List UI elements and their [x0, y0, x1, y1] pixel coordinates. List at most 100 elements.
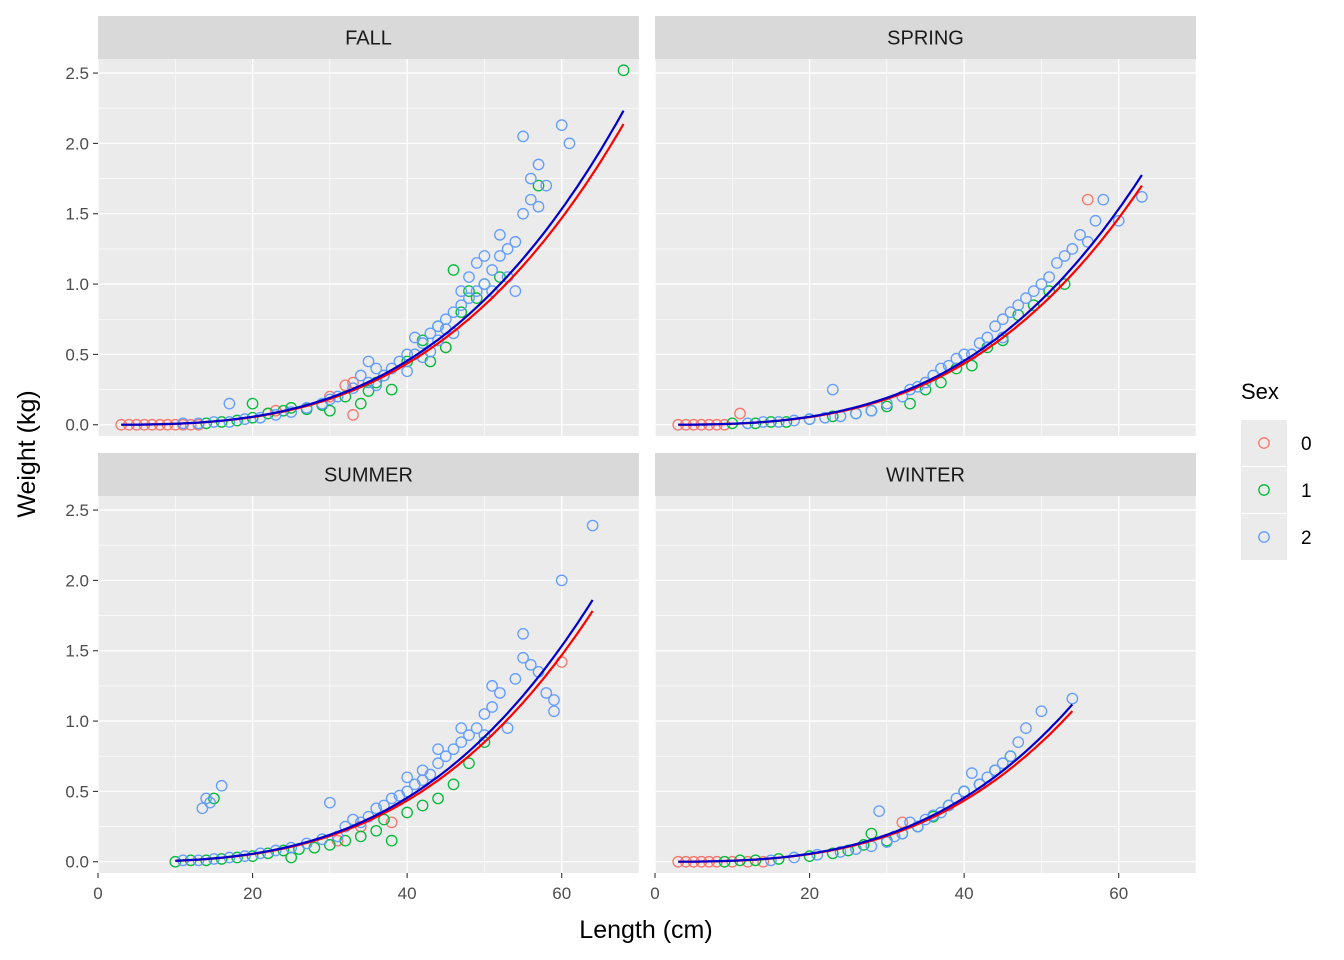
data-point-sex-1	[416, 334, 429, 347]
data-point-sex-2	[424, 327, 437, 340]
data-point-sex-1	[966, 359, 978, 372]
data-point-sex-1	[447, 778, 460, 791]
data-point-sex-1	[324, 839, 336, 851]
x-tick-label: 60	[552, 884, 571, 903]
data-point-sex-1	[416, 799, 429, 812]
data-point-sex-2	[455, 285, 468, 297]
data-point-sex-2	[455, 736, 468, 749]
legend-entry-0: 0	[1241, 420, 1312, 466]
fit-line	[678, 703, 1074, 863]
data-point-sex-2	[478, 729, 491, 741]
y-tick-label: 2.5	[65, 501, 89, 520]
data-point-sex-2	[378, 369, 390, 382]
data-point-sex-2	[486, 264, 499, 276]
data-point-sex-1	[354, 397, 367, 410]
data-point-sex-2	[1112, 214, 1125, 227]
data-point-sex-1	[494, 271, 506, 283]
data-point-sex-2	[354, 369, 367, 382]
data-point-sex-2	[370, 362, 383, 375]
y-tick-label: 1.5	[65, 205, 89, 224]
data-point-sex-0	[339, 379, 352, 392]
data-point-sex-2	[470, 257, 483, 269]
data-point-sex-2	[1020, 722, 1032, 734]
data-point-sex-1	[208, 792, 220, 805]
legend-key-symbol	[1258, 437, 1270, 449]
data-point-sex-1	[881, 400, 893, 413]
data-point-sex-2	[432, 757, 444, 770]
data-point-sex-2	[973, 337, 986, 350]
data-point-sex-2	[540, 687, 553, 699]
data-point-sex-1	[370, 824, 383, 837]
data-point-sex-2	[486, 285, 499, 297]
data-point-sex-2	[1066, 692, 1079, 705]
panel-background	[98, 59, 639, 436]
panel-strip	[655, 16, 1196, 59]
data-point-sex-2	[439, 750, 452, 763]
panel-strip	[655, 453, 1196, 496]
data-point-sex-1	[439, 341, 452, 354]
data-point-sex-2	[532, 200, 545, 213]
data-point-sex-0	[896, 816, 909, 829]
fit-line	[121, 110, 625, 426]
data-point-sex-1	[826, 410, 839, 423]
data-point-sex-2	[447, 306, 460, 319]
legend-key-symbol	[1258, 484, 1270, 496]
grid-lines	[654, 59, 1197, 436]
data-point-sex-1	[1043, 285, 1056, 297]
data-point-sex-1	[362, 385, 375, 397]
data-point-sex-2	[501, 722, 514, 734]
data-point-sex-2	[324, 796, 336, 809]
data-point-sex-1	[617, 64, 630, 77]
data-point-sex-1	[470, 292, 483, 304]
data-point-sex-1	[169, 855, 182, 868]
data-point-sex-2	[517, 207, 529, 220]
data-point-sex-2	[447, 743, 460, 756]
data-point-sex-1	[401, 806, 413, 819]
x-axis-title: Length (cm)	[579, 916, 712, 944]
data-point-sex-2	[463, 292, 475, 304]
y-tick-label: 0.0	[65, 416, 89, 435]
y-tick-label: 1.0	[65, 275, 89, 294]
panel-background	[655, 496, 1196, 873]
data-point-sex-2	[966, 767, 978, 779]
data-point-sex-2	[1004, 750, 1017, 763]
data-point-sex-2	[935, 806, 947, 819]
panel-strip-title: FALL	[345, 28, 392, 50]
data-point-sex-1	[324, 404, 336, 417]
data-point-sex-0	[184, 418, 197, 431]
data-point-sex-2	[204, 796, 216, 809]
data-point-sex-2	[509, 236, 522, 248]
fit-line	[175, 599, 594, 862]
data-point-sex-2	[1051, 257, 1063, 269]
data-point-sex-2	[494, 228, 506, 241]
data-point-sex-2	[223, 416, 236, 428]
x-tick-label: 40	[398, 884, 417, 903]
data-point-sex-2	[826, 383, 839, 396]
data-point-sex-1	[354, 830, 367, 843]
panel-strip	[98, 16, 639, 59]
data-point-sex-2	[517, 130, 529, 143]
data-point-sex-2	[362, 355, 375, 368]
data-point-sex-2	[1097, 193, 1110, 206]
data-point-sex-2	[416, 337, 429, 350]
data-point-sex-1	[455, 306, 468, 319]
legend-label: 0	[1301, 434, 1312, 455]
data-point-sex-0	[1081, 193, 1094, 206]
data-point-sex-2	[865, 404, 878, 417]
data-point-sex-1	[826, 847, 839, 860]
data-point-sex-2	[494, 250, 506, 262]
data-point-sex-2	[1089, 214, 1102, 227]
data-point-sex-2	[803, 413, 816, 425]
data-point-sex-2	[486, 680, 499, 692]
panel-winter: WINTER	[654, 453, 1197, 873]
panel-background	[655, 59, 1196, 436]
data-point-sex-2	[989, 320, 1001, 333]
fit-line	[678, 174, 1143, 426]
data-point-sex-2	[501, 243, 514, 255]
data-point-sex-1	[385, 834, 398, 847]
y-axis-title: Weight (kg)	[13, 390, 41, 517]
panel-fall: FALL	[97, 16, 640, 436]
data-point-sex-2	[765, 854, 777, 867]
data-point-sex-2	[470, 722, 483, 734]
